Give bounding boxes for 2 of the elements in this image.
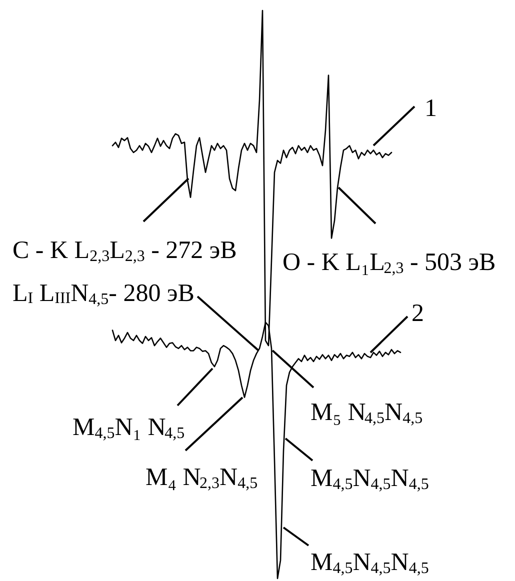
legend-label: 1: [424, 95, 437, 122]
series-label: 2: [412, 300, 424, 327]
